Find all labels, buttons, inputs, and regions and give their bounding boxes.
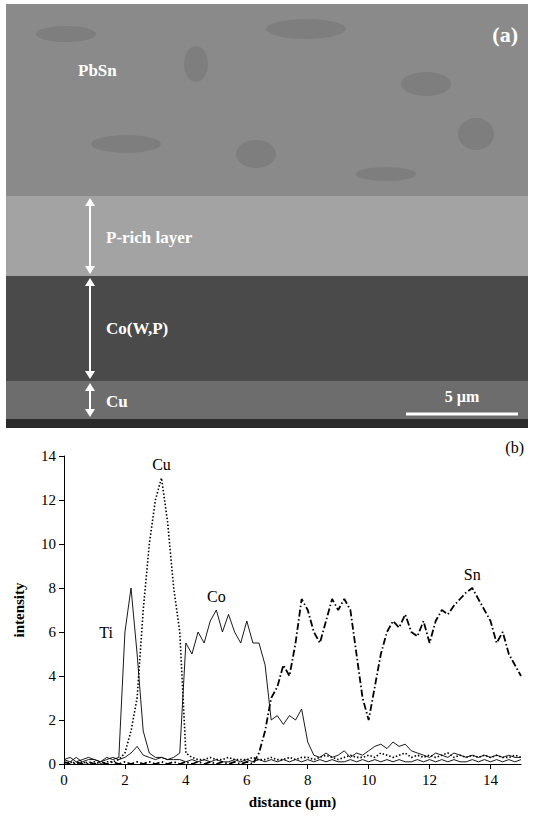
svg-text:PbSn: PbSn [78, 61, 117, 80]
svg-text:intensity: intensity [11, 582, 27, 638]
svg-text:12: 12 [422, 772, 437, 788]
svg-text:Ti: Ti [99, 624, 113, 641]
svg-text:10: 10 [361, 772, 376, 788]
svg-text:0: 0 [49, 756, 57, 772]
svg-text:Co(W,P): Co(W,P) [106, 319, 168, 338]
svg-text:Sn: Sn [464, 566, 481, 583]
svg-text:4: 4 [182, 772, 190, 788]
svg-text:(b): (b) [505, 439, 524, 457]
svg-text:14: 14 [483, 772, 499, 788]
svg-text:0: 0 [60, 772, 68, 788]
svg-text:Cu: Cu [152, 456, 171, 473]
svg-text:5 µm: 5 µm [445, 388, 480, 406]
svg-text:8: 8 [49, 580, 57, 596]
svg-text:6: 6 [243, 772, 251, 788]
svg-text:14: 14 [41, 448, 57, 464]
svg-text:6: 6 [49, 624, 57, 640]
svg-text:(a): (a) [492, 22, 518, 47]
svg-text:P-rich layer: P-rich layer [106, 228, 193, 247]
svg-text:2: 2 [121, 772, 129, 788]
svg-text:2: 2 [49, 712, 57, 728]
svg-text:4: 4 [49, 668, 57, 684]
svg-text:Cu: Cu [106, 392, 128, 411]
svg-text:Co: Co [207, 588, 226, 605]
svg-text:8: 8 [304, 772, 312, 788]
svg-text:distance (µm): distance (µm) [249, 794, 336, 811]
svg-text:10: 10 [41, 536, 56, 552]
svg-text:12: 12 [41, 492, 56, 508]
